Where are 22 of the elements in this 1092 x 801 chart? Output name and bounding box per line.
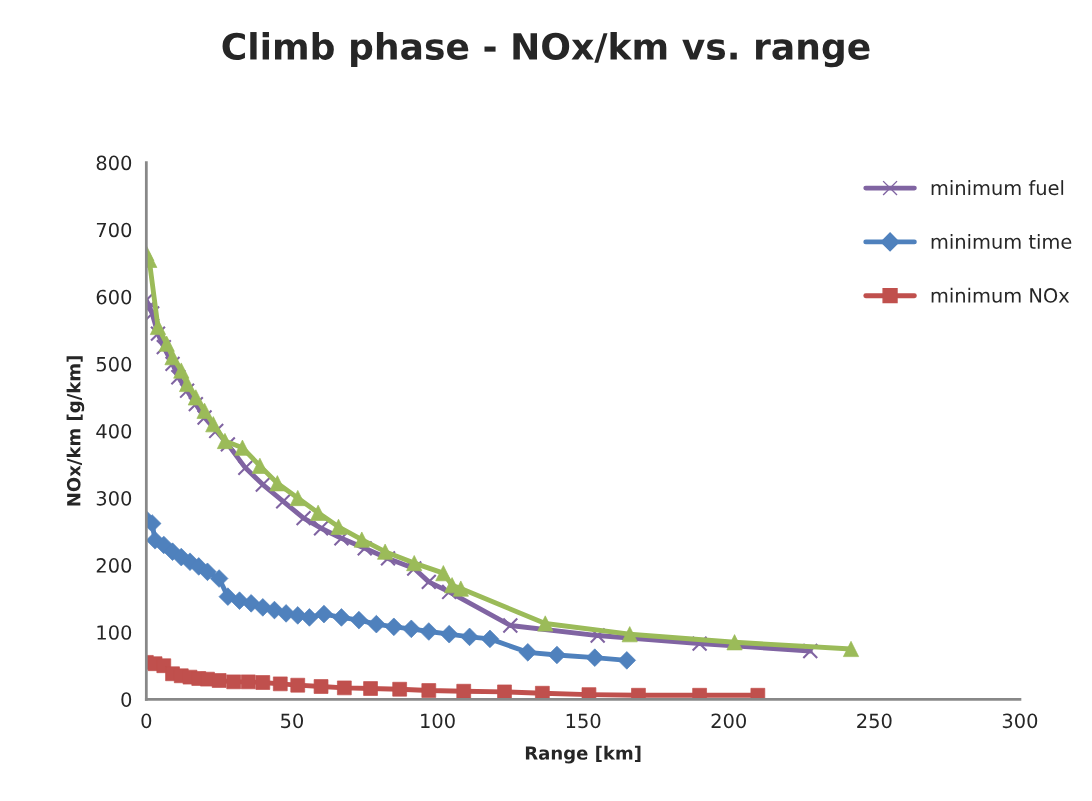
y-tick-label: 500 [96, 356, 132, 372]
x-tick-label: 300 [1002, 713, 1038, 729]
x-axis-title: Range [km] [525, 745, 641, 764]
y-tick-label: 600 [96, 289, 132, 305]
x-tick-label: 50 [281, 713, 304, 729]
y-tick-label: 200 [96, 558, 132, 573]
x-tick-label: 100 [421, 713, 455, 729]
legend-label: minimum fuel [931, 180, 1064, 196]
y-tick-label: 800 [96, 155, 132, 171]
x-tick-label: 150 [566, 713, 601, 729]
x-tick-label: 0 [141, 713, 152, 729]
chart-title: Climb phase - NOx/km vs. range [222, 32, 870, 68]
legend-label: minimum time [931, 233, 1072, 249]
x-tick-label: 250 [857, 713, 892, 729]
legend-label: minimum NOx [931, 287, 1070, 303]
y-axis-title: NOx/km [g/km] [66, 356, 85, 506]
y-tick-label: 300 [96, 490, 132, 506]
y-tick-label: 400 [96, 423, 132, 439]
y-tick-label: 700 [96, 222, 132, 238]
y-tick-label: 100 [97, 625, 132, 640]
x-tick-label: 200 [711, 713, 746, 729]
y-tick-label: 0 [121, 692, 132, 707]
